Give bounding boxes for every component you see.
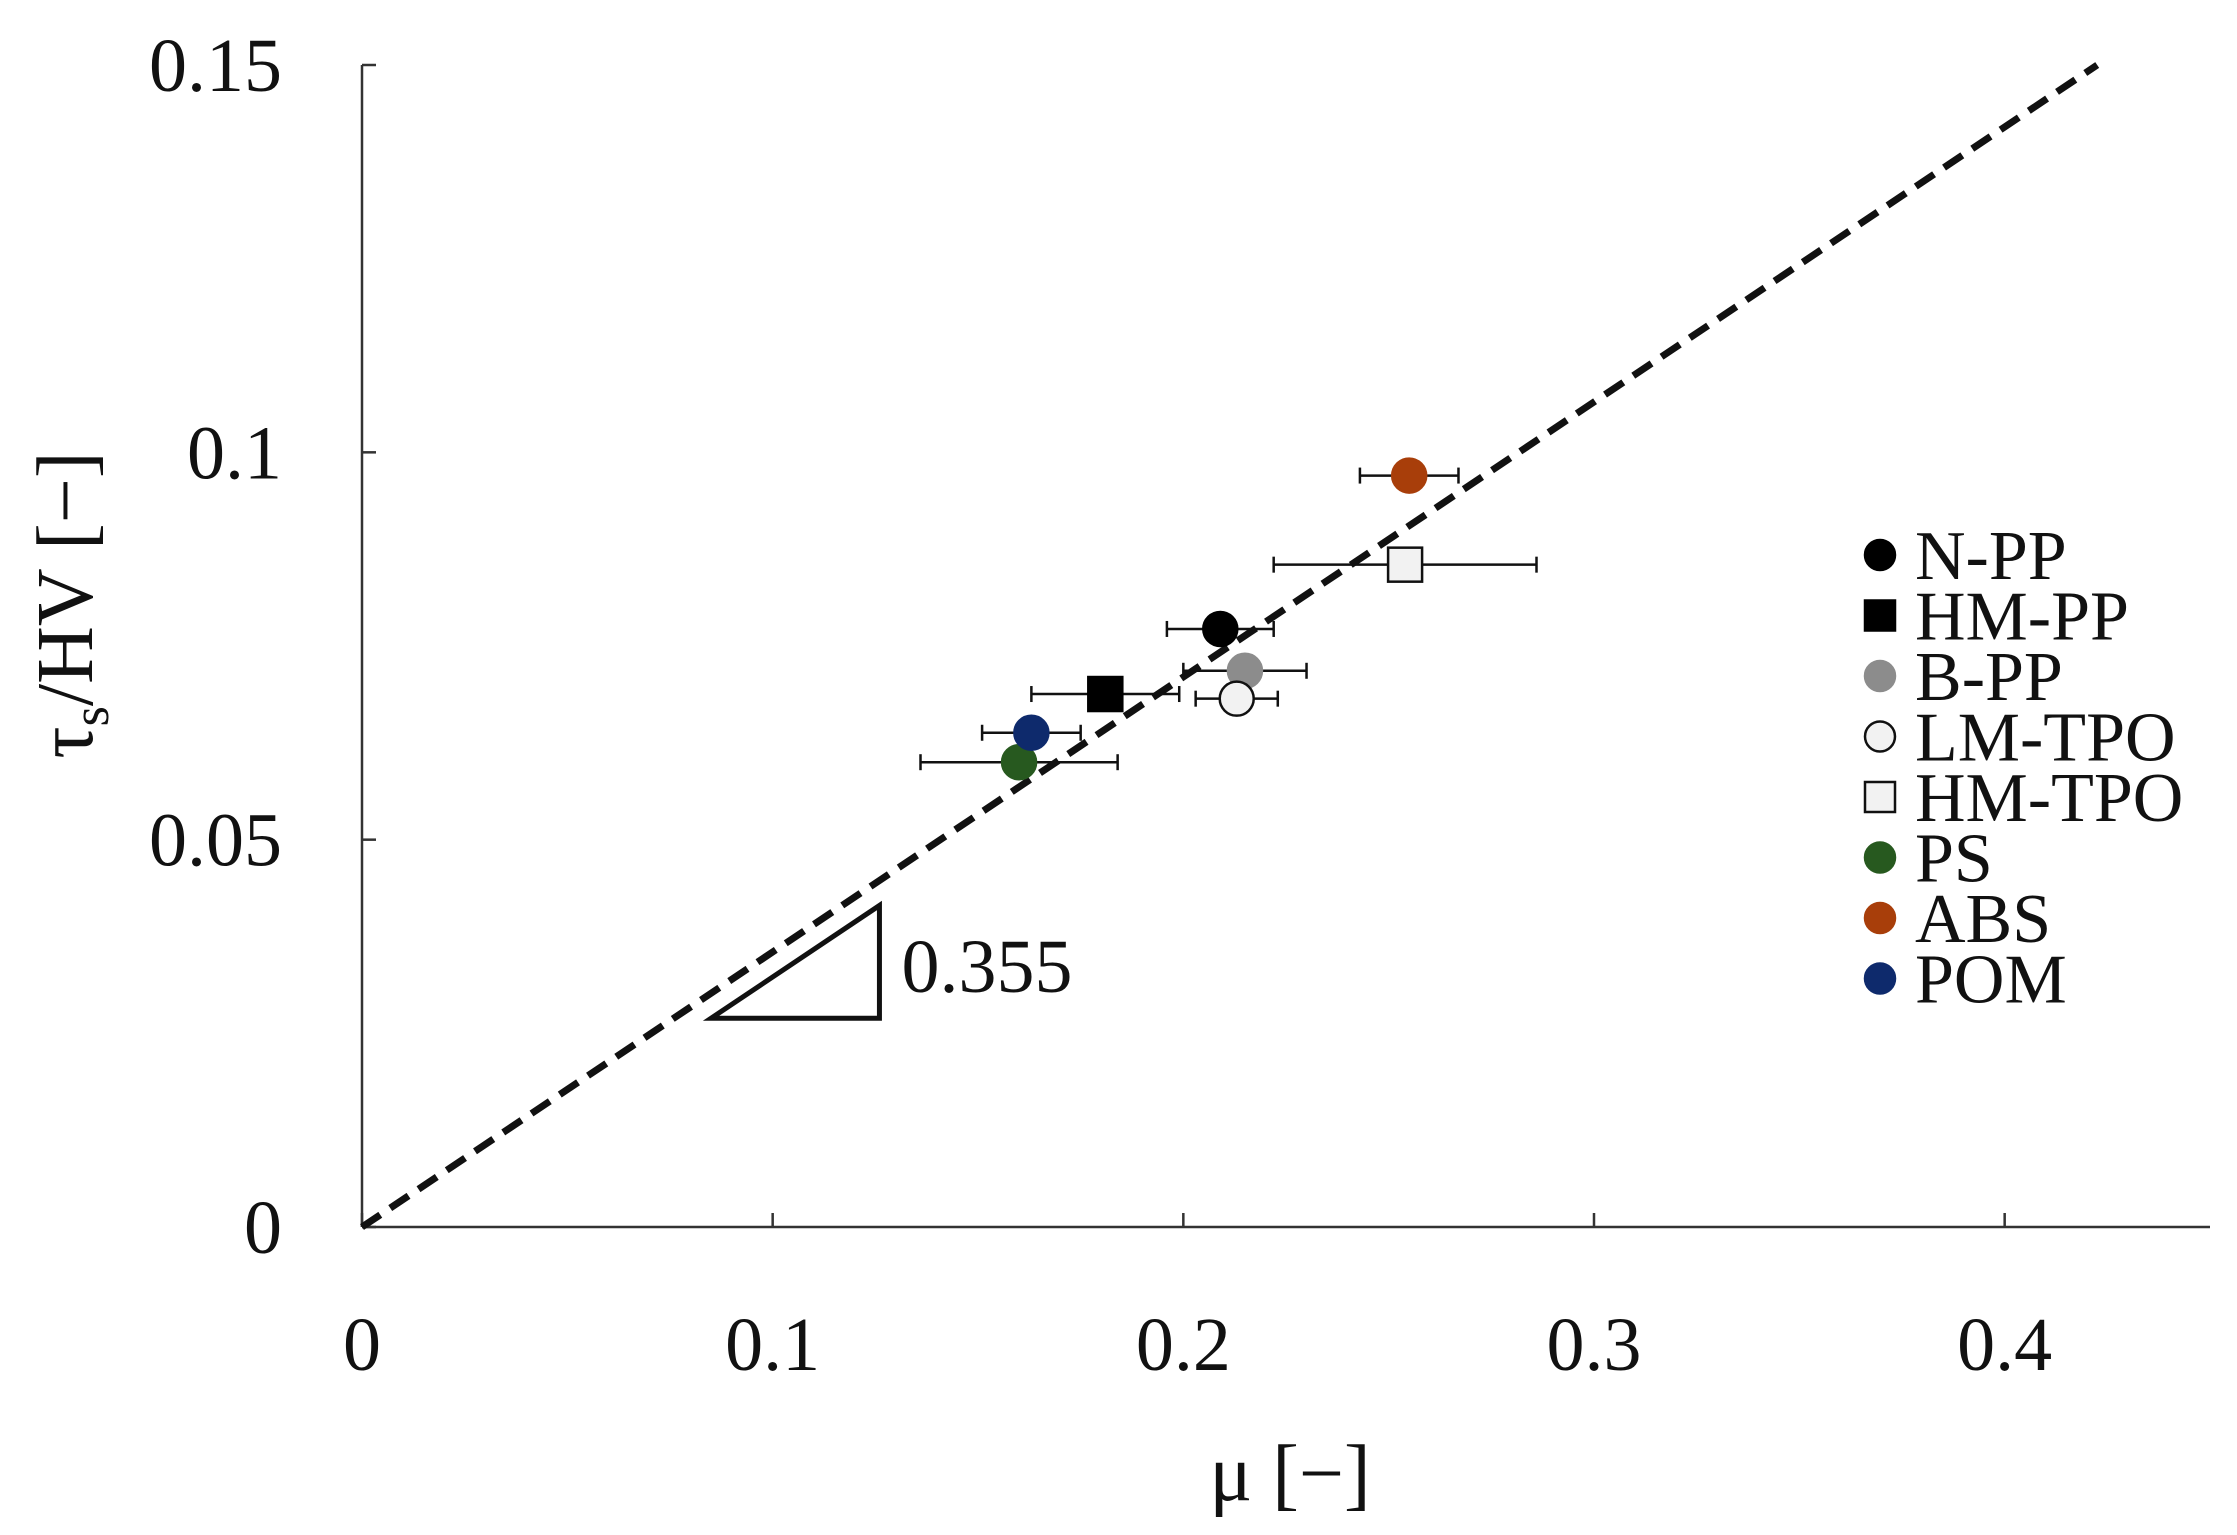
y-axis-label-rest: /HV [−] <box>22 451 110 706</box>
legend-label: PS <box>1915 821 1993 898</box>
marker-circle <box>1390 457 1428 494</box>
data-point-pom <box>980 714 1082 752</box>
fit-line <box>360 62 2100 1230</box>
legend-marker-circle <box>1863 659 1897 693</box>
x-tick-label: 0.1 <box>725 1303 820 1387</box>
x-tick-label: 0.4 <box>1957 1303 2052 1387</box>
data-point-hm-tpo <box>1272 546 1538 583</box>
x-tick-label: 0.2 <box>1136 1303 1231 1387</box>
marker-circle <box>1218 680 1255 717</box>
legend-item-hm-pp: HM-PP <box>1863 579 2129 656</box>
legend-item-abs: ABS <box>1863 881 2051 958</box>
legend-item-b-pp: B-PP <box>1863 639 2063 716</box>
legend-label: B-PP <box>1915 639 2063 716</box>
x-tick-label: 0 <box>343 1303 381 1387</box>
y-axis-label-sub: s <box>63 706 120 726</box>
y-tick-label: 0.1 <box>187 411 282 495</box>
legend-marker-circle <box>1863 962 1897 995</box>
marker-square <box>1087 675 1124 713</box>
marker-square <box>1386 546 1424 583</box>
x-tick-label: 0.3 <box>1547 1303 1642 1387</box>
legend-label: ABS <box>1915 881 2051 958</box>
legend-marker-square <box>1863 599 1897 632</box>
data-points <box>919 457 1538 781</box>
marker-circle <box>1013 714 1050 752</box>
y-tick-label: 0.05 <box>149 799 282 883</box>
x-axis-label: μ [−] <box>1209 1430 1370 1518</box>
legend-marker-circle <box>1863 901 1897 935</box>
legend-label: N-PP <box>1915 518 2067 595</box>
legend-item-n-pp: N-PP <box>1863 518 2067 595</box>
legend-marker-circle <box>1863 720 1897 753</box>
legend-item-hm-tpo: HM-TPO <box>1863 760 2183 837</box>
axes: 0 0.1 0.2 0.3 0.4 0 0.05 0.1 0.15 <box>149 24 2210 1387</box>
y-tick-label: 0.15 <box>149 24 282 108</box>
legend-item-lm-tpo: LM-TPO <box>1863 700 2176 777</box>
legend-label: LM-TPO <box>1915 700 2176 777</box>
legend-item-pom: POM <box>1863 942 2067 1019</box>
y-axis-label: τs/HV [−] <box>22 451 120 758</box>
legend-item-ps: PS <box>1863 821 1993 898</box>
y-axis-label-main: τ <box>22 726 110 758</box>
legend-label: POM <box>1915 942 2067 1019</box>
data-point-lm-tpo <box>1194 680 1280 717</box>
fit-line-group <box>360 62 2100 1230</box>
legend-marker-circle <box>1863 841 1897 874</box>
marker-circle <box>1202 610 1239 648</box>
data-point-ps <box>919 743 1119 781</box>
legend-label: HM-TPO <box>1915 760 2183 837</box>
legend-marker-circle <box>1863 538 1897 572</box>
data-point-abs <box>1358 457 1460 494</box>
legend-label: HM-PP <box>1915 579 2129 656</box>
legend-marker-square <box>1863 780 1897 814</box>
data-point-n-pp <box>1165 610 1275 648</box>
data-point-hm-pp <box>1030 675 1181 713</box>
slope-triangle <box>702 900 882 1021</box>
y-tick-label: 0 <box>244 1186 282 1270</box>
slope-label: 0.355 <box>901 925 1072 1009</box>
slope-annotation: 0.355 <box>702 900 1072 1021</box>
